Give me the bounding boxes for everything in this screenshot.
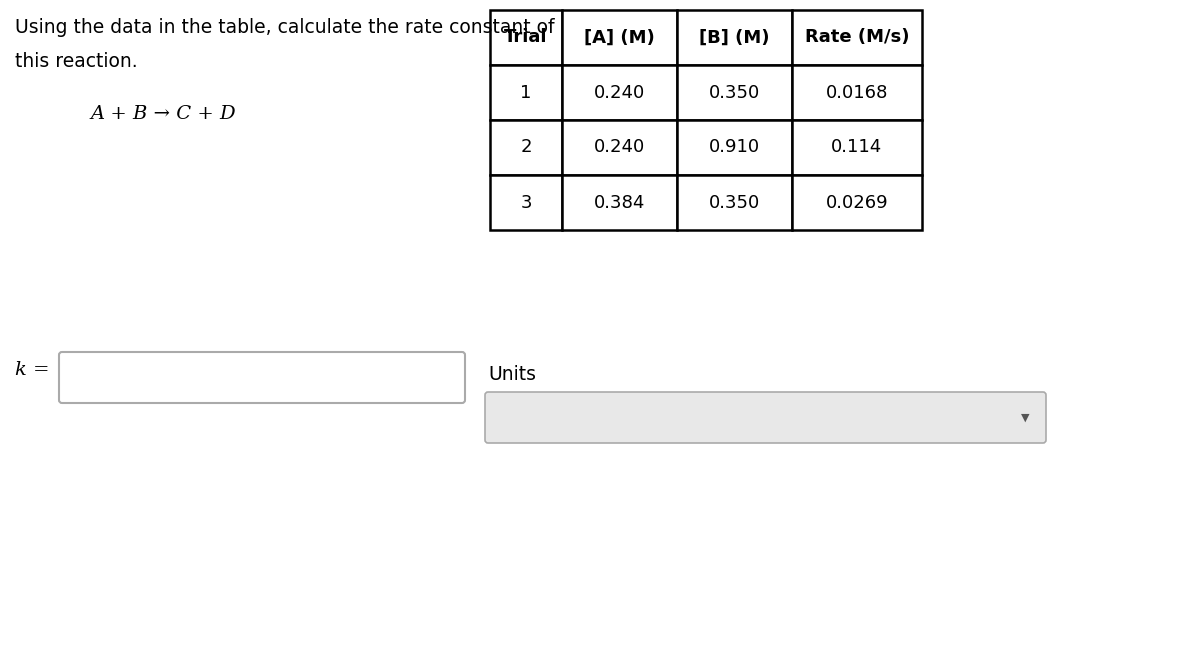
Bar	[792, 65, 922, 120]
FancyBboxPatch shape	[59, 352, 466, 403]
Text: 1: 1	[521, 84, 532, 102]
Bar	[490, 175, 562, 230]
Bar	[562, 120, 677, 175]
Text: 2: 2	[521, 138, 532, 156]
Bar	[792, 120, 922, 175]
Bar	[792, 175, 922, 230]
Text: 0.384: 0.384	[594, 194, 646, 211]
Text: Rate (M/s): Rate (M/s)	[805, 29, 910, 47]
Text: this reaction.: this reaction.	[14, 52, 138, 71]
Text: Trial: Trial	[504, 29, 547, 47]
Text: 0.350: 0.350	[709, 194, 760, 211]
Bar	[677, 175, 792, 230]
Text: 0.0269: 0.0269	[826, 194, 888, 211]
Bar	[562, 65, 677, 120]
Bar	[490, 10, 562, 65]
Text: ▼: ▼	[1021, 412, 1030, 422]
Bar	[562, 10, 677, 65]
Text: k =: k =	[14, 361, 49, 379]
Text: 0.240: 0.240	[594, 138, 646, 156]
Bar	[562, 175, 677, 230]
Text: 3: 3	[521, 194, 532, 211]
Text: [B] (M): [B] (M)	[700, 29, 769, 47]
Text: Using the data in the table, calculate the rate constant of: Using the data in the table, calculate t…	[14, 18, 554, 37]
Bar	[677, 10, 792, 65]
Bar	[677, 120, 792, 175]
Bar	[490, 120, 562, 175]
Text: Units: Units	[488, 365, 536, 384]
Text: 0.0168: 0.0168	[826, 84, 888, 102]
Text: 0.350: 0.350	[709, 84, 760, 102]
Text: 0.240: 0.240	[594, 84, 646, 102]
Text: [A] (M): [A] (M)	[584, 29, 655, 47]
Text: 0.114: 0.114	[832, 138, 883, 156]
Bar	[792, 10, 922, 65]
Bar	[490, 65, 562, 120]
Text: A + B → C + D: A + B → C + D	[90, 105, 235, 123]
Bar	[677, 65, 792, 120]
FancyBboxPatch shape	[485, 392, 1046, 443]
Text: 0.910: 0.910	[709, 138, 760, 156]
